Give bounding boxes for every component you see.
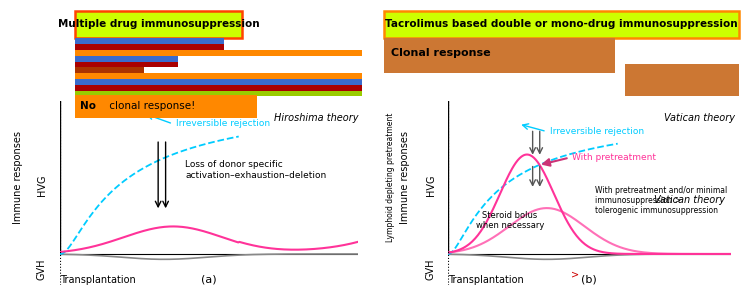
Text: Irreversible rejection: Irreversible rejection xyxy=(176,119,270,129)
Bar xyxy=(75,44,224,50)
Text: No: No xyxy=(80,101,96,111)
Text: Loss of donor specific
activation–exhaustion–deletion: Loss of donor specific activation–exhaus… xyxy=(185,160,326,180)
Text: GVH: GVH xyxy=(425,259,436,280)
Text: With pretreatment: With pretreatment xyxy=(572,153,656,162)
Bar xyxy=(75,79,362,85)
Text: HVG: HVG xyxy=(37,174,47,196)
Text: Tacrolimus based double or mono-drug immunosuppression: Tacrolimus based double or mono-drug imm… xyxy=(385,20,738,29)
Text: Irreversible rejection: Irreversible rejection xyxy=(550,127,644,136)
Text: GVH: GVH xyxy=(37,259,47,280)
Bar xyxy=(625,64,739,96)
Bar xyxy=(75,73,362,79)
Text: Immune responses: Immune responses xyxy=(400,131,410,224)
Bar xyxy=(75,56,178,62)
Text: Transplantation: Transplantation xyxy=(448,275,524,285)
Text: Steroid bolus
when necessary: Steroid bolus when necessary xyxy=(476,211,544,230)
Bar xyxy=(75,50,362,56)
Text: (b): (b) xyxy=(581,275,598,285)
Text: clonal response!: clonal response! xyxy=(106,101,195,111)
Bar xyxy=(385,109,395,254)
Text: With pretreatment and/or minimal
immunosuppression >
tolerogenic immunosuppressi: With pretreatment and/or minimal immunos… xyxy=(595,185,727,215)
Text: HVG: HVG xyxy=(425,174,436,196)
Text: >: > xyxy=(571,270,579,280)
Text: Clonal response: Clonal response xyxy=(391,48,491,58)
Text: Immune responses: Immune responses xyxy=(13,131,23,224)
Bar xyxy=(75,38,224,44)
Text: Vatican theory: Vatican theory xyxy=(654,196,725,205)
Bar xyxy=(384,38,615,73)
Bar xyxy=(75,62,178,67)
Text: Hiroshima theory: Hiroshima theory xyxy=(274,113,358,123)
Text: Lymphoid depleting pretreatment: Lymphoid depleting pretreatment xyxy=(386,113,395,242)
Text: Transplantation: Transplantation xyxy=(60,275,136,285)
Bar xyxy=(75,85,362,91)
Text: (a): (a) xyxy=(201,275,216,285)
Bar xyxy=(75,91,362,96)
Text: Multiple drug immunosuppression: Multiple drug immunosuppression xyxy=(57,20,260,29)
Text: Vatican theory: Vatican theory xyxy=(664,113,735,123)
Bar xyxy=(75,67,143,73)
